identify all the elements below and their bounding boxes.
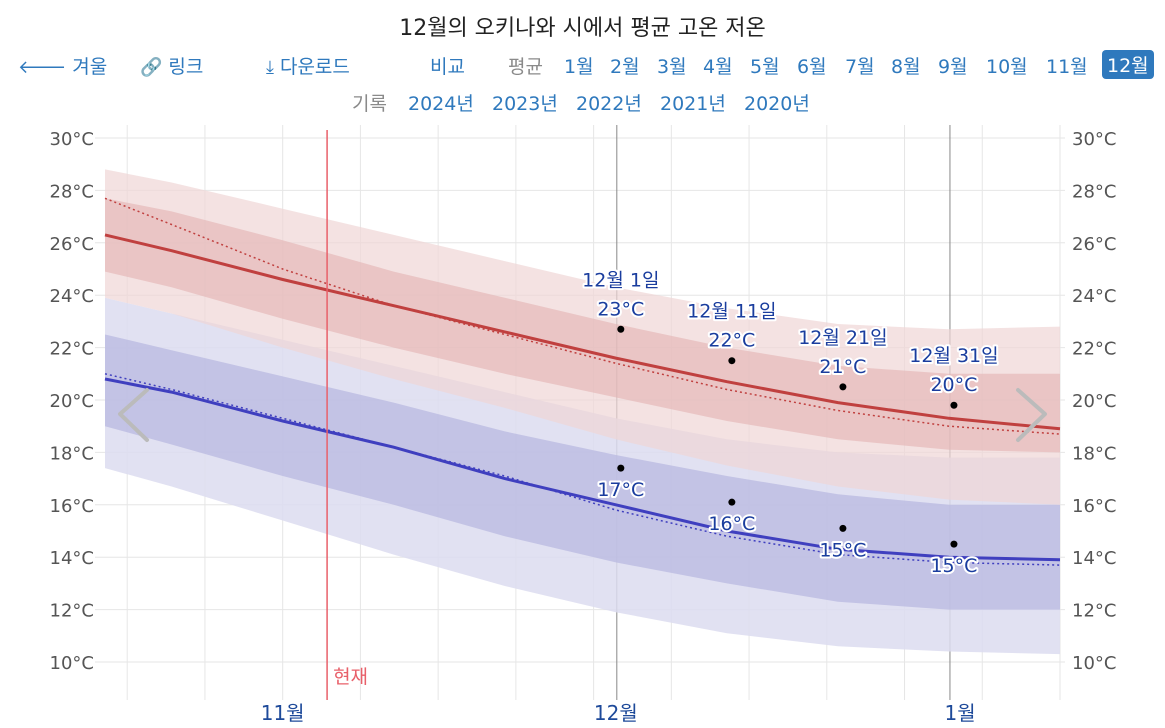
annotation-date: 12월 21일 — [798, 327, 887, 349]
y-tick-left: 12°C — [50, 601, 94, 622]
low-point — [617, 464, 625, 472]
chart-marks: 12월 1일 23°C 17°C 12월 11일 22°C 16°C 12월 21일 21°C… — [580, 267, 1000, 579]
record-year-link-2022[interactable]: 2022년 — [576, 93, 642, 115]
y-tick-left: 24°C — [50, 286, 94, 307]
y-tick-left: 14°C — [50, 548, 94, 569]
month-link-6[interactable]: 6월 — [797, 56, 827, 78]
record-label: 기록 — [352, 93, 387, 115]
series-lines: 현재 — [104, 130, 1061, 700]
record-year-link-2020[interactable]: 2020년 — [744, 93, 810, 115]
chevron-left-icon[interactable] — [118, 388, 149, 442]
high-point — [950, 401, 958, 409]
y-tick-left: 20°C — [50, 391, 94, 412]
low-point — [950, 540, 958, 548]
record-year-link-2023[interactable]: 2023년 — [492, 93, 558, 115]
y-tick-left: 30°C — [50, 129, 94, 150]
y-tick-left: 16°C — [50, 496, 94, 517]
month-link-4[interactable]: 4월 — [703, 56, 733, 78]
month-link-11[interactable]: 11월 — [1046, 56, 1088, 78]
avg-label: 평균 — [508, 56, 543, 78]
month-link-1[interactable]: 1월 — [564, 56, 594, 78]
low-point — [839, 524, 847, 532]
low-band-inner — [105, 334, 1060, 610]
x-month-label: 11월 — [261, 701, 305, 725]
month-link-2[interactable]: 2월 — [610, 56, 640, 78]
month-link-12[interactable]: 12월 — [1102, 50, 1154, 79]
nav-compare-button[interactable]: 비교 — [430, 56, 465, 78]
y-tick-right: 26°C — [1072, 234, 1116, 255]
annotation-low-value: 16°C — [708, 513, 755, 535]
high-point — [728, 357, 736, 365]
y-tick-right: 10°C — [1072, 653, 1116, 674]
y-tick-left: 18°C — [50, 443, 94, 464]
high-band-inner — [105, 198, 1060, 453]
high-point — [617, 325, 625, 333]
y-tick-right: 14°C — [1072, 548, 1116, 569]
nav-back-label: 겨울 — [72, 56, 108, 78]
annotation-high-value: 21°C — [819, 356, 866, 378]
range-bands — [105, 169, 1060, 655]
nav-link-button[interactable]: 🔗 링크 — [140, 52, 203, 79]
avg-low-line — [104, 377, 1061, 562]
y-tick-left: 26°C — [50, 234, 94, 255]
annotation-date: 12월 31일 — [909, 345, 998, 367]
y-tick-right: 30°C — [1072, 129, 1116, 150]
link-icon: 🔗 — [140, 57, 163, 78]
annotation-low-value: 15°C — [819, 539, 866, 561]
nav-download-button[interactable]: ⤓ 다운로드 — [266, 52, 350, 79]
month-link-5[interactable]: 5월 — [750, 56, 780, 78]
high-2024-line — [104, 197, 1061, 435]
month-link-7[interactable]: 7월 — [845, 56, 875, 78]
x-month-label: 1월 — [944, 701, 975, 725]
axes: 10°C 10°C 12°C 12°C 14°C 14°C 16°C 16°C 18°C 18°C… — [50, 129, 1117, 725]
avg-high-line — [104, 233, 1061, 431]
chevron-right-icon[interactable] — [1016, 388, 1047, 442]
annotation-date: 12월 11일 — [687, 301, 776, 323]
y-tick-left: 10°C — [50, 653, 94, 674]
y-tick-left: 22°C — [50, 339, 94, 360]
page-title: 12월의 오키나와 시에서 평균 고온 저온 — [399, 16, 766, 41]
y-tick-left: 28°C — [50, 181, 94, 202]
low-point — [728, 498, 736, 506]
y-tick-right: 18°C — [1072, 443, 1116, 464]
now-label: 현재 — [333, 666, 368, 688]
record-year-link-2024[interactable]: 2024년 — [408, 93, 474, 115]
nav-back-button[interactable]: 🡐 겨울 — [18, 52, 107, 79]
annotation-high-value: 23°C — [597, 298, 644, 320]
y-tick-right: 16°C — [1072, 496, 1116, 517]
y-tick-right: 20°C — [1072, 391, 1116, 412]
y-tick-right: 28°C — [1072, 181, 1116, 202]
record-year-link-2021[interactable]: 2021년 — [660, 93, 726, 115]
arrow-left-icon: 🡐 — [18, 57, 67, 78]
annotation-low-value: 15°C — [930, 555, 977, 577]
y-tick-right: 12°C — [1072, 601, 1116, 622]
month-link-3[interactable]: 3월 — [657, 56, 687, 78]
annotation-high-value: 20°C — [930, 374, 977, 396]
month-link-8[interactable]: 8월 — [891, 56, 921, 78]
y-tick-right: 22°C — [1072, 339, 1116, 360]
x-month-label: 12월 — [594, 701, 638, 725]
annotation-date: 12월 1일 — [582, 269, 659, 291]
month-link-9[interactable]: 9월 — [938, 56, 968, 78]
nav-download-label: 다운로드 — [279, 56, 350, 78]
download-icon: ⤓ — [266, 57, 274, 78]
month-link-10[interactable]: 10월 — [986, 56, 1028, 78]
annotation-high-value: 22°C — [708, 330, 755, 352]
y-tick-right: 24°C — [1072, 286, 1116, 307]
annotation-low-value: 17°C — [597, 479, 644, 501]
high-point — [839, 383, 847, 391]
nav-link-label: 링크 — [168, 56, 204, 78]
